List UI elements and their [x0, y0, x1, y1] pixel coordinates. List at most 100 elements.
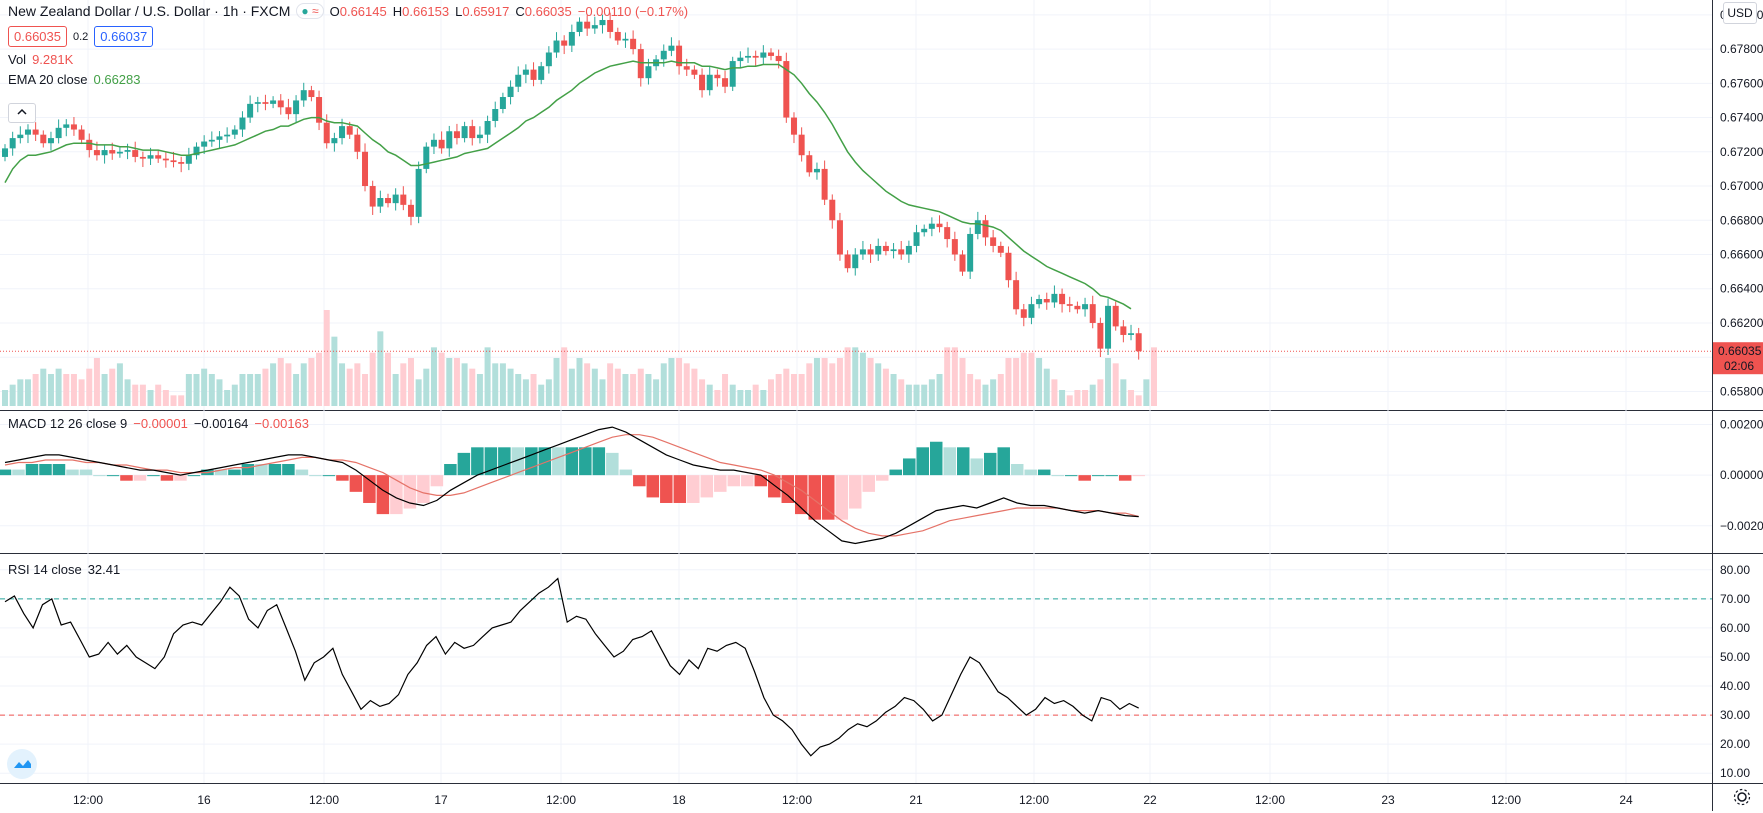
macd-histogram-bar: [336, 475, 349, 481]
volume-bar: [1059, 390, 1066, 406]
macd-histogram-bar: [727, 475, 741, 487]
macd-histogram-bar: [538, 447, 552, 476]
candle: [821, 168, 828, 200]
candle: [951, 239, 958, 255]
candle: [607, 19, 614, 32]
volume-bar: [1151, 347, 1157, 406]
macd-histogram-bar: [52, 464, 66, 476]
volume-bar: [415, 379, 422, 406]
settings-button[interactable]: [1731, 786, 1755, 810]
candle: [407, 204, 414, 217]
volume-bar: [614, 368, 621, 406]
macd-histogram-bar: [268, 464, 282, 476]
macd-histogram-bar: [929, 441, 943, 476]
price-tick-label: 0.65800: [1720, 384, 1763, 398]
tradingview-logo[interactable]: [7, 749, 37, 779]
macd-histogram-bar: [255, 464, 268, 476]
sell-price-button[interactable]: 0.66035: [8, 26, 67, 47]
macd-histogram-bar: [876, 475, 889, 481]
volume-bar: [63, 374, 70, 406]
time-tick-label: 12:00: [782, 793, 812, 807]
candle: [316, 97, 323, 123]
candle: [691, 69, 698, 75]
volume-bar: [706, 384, 713, 406]
volume-bar: [201, 368, 208, 406]
macd-histogram-bar: [106, 475, 120, 477]
volume-bar: [47, 374, 54, 406]
candle: [944, 227, 951, 240]
volume-bar: [545, 379, 552, 406]
macd-histogram-bar: [956, 447, 970, 476]
macd-histogram-bar: [282, 464, 295, 476]
candle: [898, 249, 905, 255]
macd-histogram-bar: [309, 475, 322, 477]
candle: [974, 220, 981, 234]
candle: [116, 151, 123, 154]
rsi-legend: RSI 14 close 32.41: [8, 562, 120, 577]
candle: [936, 223, 943, 228]
macd-histogram-bar: [457, 452, 471, 476]
macd-tick-label: 0.00200: [1720, 418, 1763, 432]
status-dots[interactable]: ● ≈: [296, 3, 324, 19]
macd-histogram-bar: [849, 475, 862, 509]
macd-histogram-bar: [606, 452, 619, 476]
volume-bar: [660, 363, 667, 406]
macd-histogram-bar: [1024, 469, 1037, 476]
candle: [1105, 305, 1112, 349]
volume-bar: [178, 395, 185, 406]
macd-histogram-bar: [133, 475, 147, 481]
ohlc-high: H0.66153: [392, 3, 450, 19]
candle: [385, 198, 391, 204]
macd-histogram-bar: [943, 447, 956, 476]
macd-histogram-bar: [983, 452, 997, 476]
macd-histogram-bar: [1051, 475, 1064, 477]
macd-histogram-bar: [349, 475, 363, 492]
candle: [921, 228, 928, 233]
volume-bar: [599, 379, 606, 406]
candle: [55, 127, 62, 139]
candle: [530, 69, 537, 80]
volume-bar: [400, 363, 407, 406]
symbol-legend: New Zealand Dollar / U.S. Dollar · 1h · …: [8, 3, 688, 19]
candle: [1120, 326, 1127, 335]
volume-bar: [285, 363, 292, 406]
time-tick-label: 21: [909, 793, 923, 807]
volume-bar: [354, 363, 361, 406]
candle: [683, 66, 690, 70]
candle: [645, 66, 652, 79]
volume-bar: [760, 390, 767, 406]
candle: [844, 254, 851, 269]
volume-bar: [783, 368, 790, 406]
volume-bar: [147, 390, 154, 406]
candle: [492, 108, 499, 121]
time-tick-label: 18: [672, 793, 686, 807]
volume-bar: [239, 374, 246, 406]
candle: [499, 97, 506, 109]
candle: [836, 220, 843, 255]
candle: [47, 138, 54, 144]
symbol-title[interactable]: New Zealand Dollar / U.S. Dollar · 1h · …: [8, 3, 291, 19]
ohlc-close: C0.66035: [515, 3, 572, 19]
candle: [369, 186, 376, 207]
volume-bar: [722, 374, 729, 406]
volume-bar: [247, 374, 254, 406]
volume-bar: [323, 310, 330, 406]
volume-bar: [453, 358, 460, 406]
collapse-legend-button[interactable]: [8, 103, 36, 123]
currency-button[interactable]: USD: [1723, 2, 1757, 24]
macd-histogram-bar: [363, 475, 376, 503]
volume-bar: [300, 363, 307, 406]
candle: [469, 126, 476, 139]
price-tick-label: 0.67800: [1720, 42, 1763, 56]
volume-bar: [1135, 395, 1142, 406]
price-tick-label: 0.67200: [1720, 145, 1763, 159]
volume-bar: [836, 358, 843, 406]
volume-bar: [967, 374, 974, 406]
buy-price-button[interactable]: 0.66037: [94, 26, 154, 47]
volume-bar: [959, 358, 966, 406]
candle: [201, 141, 208, 147]
candle: [576, 21, 583, 32]
volume-bar: [607, 363, 614, 406]
macd-histogram-bar: [174, 475, 187, 481]
